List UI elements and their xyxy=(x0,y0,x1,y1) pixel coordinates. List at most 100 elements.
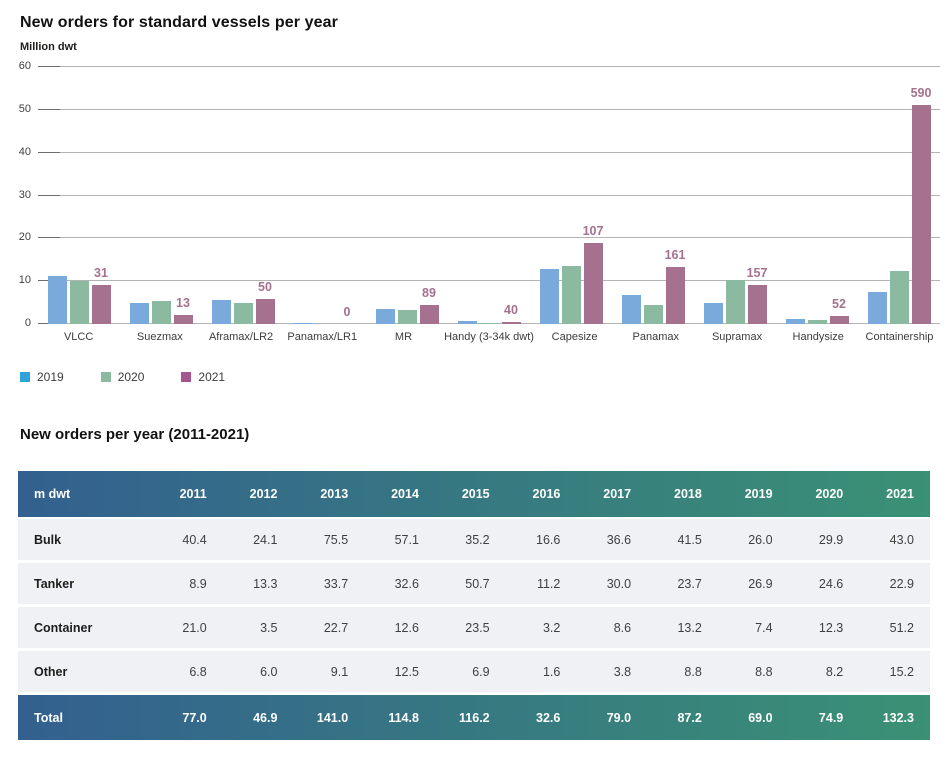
bar-2020 xyxy=(397,309,417,324)
gridline-20: 20 xyxy=(19,231,940,243)
bar-2021 xyxy=(501,321,521,324)
bar-group-mr: 89 xyxy=(366,67,448,324)
gridline-30: 30 xyxy=(19,189,940,201)
value-cell: 2017 xyxy=(603,487,632,501)
value-cell: 30.0 xyxy=(606,576,632,591)
value-cell: 69.0 xyxy=(748,710,773,725)
row-label-cell: Other xyxy=(34,664,68,679)
category-label: Handysize xyxy=(792,331,844,343)
value-cell: 8.8 xyxy=(755,664,773,679)
legend-swatch-2021 xyxy=(181,372,192,382)
category-label: VLCC xyxy=(63,331,94,343)
value-cell: 116.2 xyxy=(459,710,490,725)
bar-group-handy-3-34k-dwt-: 40 xyxy=(448,67,530,324)
legend-swatch-2020 xyxy=(100,372,111,382)
bar-group-capesize: 107 xyxy=(530,67,612,324)
y-tick-label: 40 xyxy=(18,145,31,158)
value-cell: 8.2 xyxy=(825,664,844,679)
bar-2021 xyxy=(665,267,685,324)
category-label: MR xyxy=(394,331,413,343)
table-row-container: Container 21.0 3.5 22.7 12.6 23.5 3.2 8.6 13.2 7.… xyxy=(18,607,930,648)
bar-2020 xyxy=(725,280,745,324)
value-cell: 8.9 xyxy=(189,576,207,591)
legend: 2019 2020 2021 xyxy=(20,370,940,384)
bar-group-aframax-lr2: 50 xyxy=(202,67,284,324)
value-cell: 13.2 xyxy=(677,620,702,635)
gridline-50: 50 xyxy=(19,103,940,115)
category-label: Supramax xyxy=(711,331,763,343)
value-cell: 46.9 xyxy=(253,710,278,725)
bar-value-label: 50 xyxy=(258,279,272,294)
value-cell: 2016 xyxy=(532,487,561,501)
bar-2019 xyxy=(703,303,723,324)
value-cell: 26.0 xyxy=(748,532,773,547)
bar-2019 xyxy=(375,308,395,324)
bar-2019 xyxy=(129,303,149,324)
bar-value-label: 157 xyxy=(746,266,768,281)
bar-value-label: 40 xyxy=(504,302,518,317)
value-cell: 3.8 xyxy=(613,664,632,679)
bar-group-panamax: 161 xyxy=(612,67,694,324)
gridline-40: 40 xyxy=(19,146,940,158)
chart-title: New orders for standard vessels per year xyxy=(20,14,338,31)
bar-group-supramax: 157 xyxy=(694,67,776,324)
row-label-cell: Bulk xyxy=(34,532,62,547)
bar-value-label: 52 xyxy=(832,297,846,312)
bar-group-suezmax: 13 xyxy=(120,67,202,324)
value-cell: 3.5 xyxy=(260,620,278,635)
value-cell: 23.5 xyxy=(465,620,490,635)
value-cell: 3.2 xyxy=(542,620,561,635)
value-cell: 2015 xyxy=(461,487,490,501)
bar-groups: 31 13 50 0 89 40 107 161 157 52 590 xyxy=(38,67,940,324)
bar-2020 xyxy=(643,305,663,324)
value-cell: 41.5 xyxy=(677,532,702,547)
bar-2021 xyxy=(747,285,767,324)
table-row-tanker: Tanker 8.9 13.3 33.7 32.6 50.7 11.2 30.0 23.7 26.… xyxy=(18,563,930,604)
bar-2021 xyxy=(911,104,931,324)
bar-value-label: 89 xyxy=(422,286,436,301)
y-axis-unit-label: Million dwt xyxy=(20,41,77,53)
bar-2021 xyxy=(255,298,275,324)
value-cell: 74.9 xyxy=(818,710,844,725)
bar-2020 xyxy=(233,303,253,324)
value-cell: 7.4 xyxy=(755,620,773,635)
table-header-row: m dwt 2011 2012 2013 2014 2015 2016 2017 2018 201… xyxy=(18,471,930,517)
table-row-bulk: Bulk 40.4 24.1 75.5 57.1 35.2 16.6 36.6 41.5 26.0… xyxy=(18,519,930,560)
legend-label: 2021 xyxy=(198,370,226,384)
value-cell: 2021 xyxy=(886,487,914,501)
chart-section: New orders for standard vessels per year… xyxy=(0,0,948,384)
category-label: Panamax xyxy=(632,331,680,343)
value-cell: 1.6 xyxy=(542,664,561,679)
value-cell: 2020 xyxy=(815,487,844,501)
value-cell: 50.7 xyxy=(465,576,490,591)
value-cell: 26.9 xyxy=(748,576,773,591)
row-label-cell: m dwt xyxy=(34,487,71,501)
value-cell: 33.7 xyxy=(323,576,349,591)
y-tick-label: 30 xyxy=(18,188,31,201)
value-cell: 57.1 xyxy=(394,532,419,547)
value-cell: 24.1 xyxy=(253,532,278,547)
value-cell: 12.3 xyxy=(818,620,844,635)
category-label: Handy (3-34k dwt) xyxy=(444,331,534,343)
bar-group-vlcc: 31 xyxy=(38,67,120,324)
row-label-cell: Tanker xyxy=(34,576,75,591)
table-row-other: Other 6.8 6.0 9.1 12.5 6.9 1.6 3.8 8.8 8.8 8.2 15.2 xyxy=(18,651,930,692)
value-cell: 12.5 xyxy=(394,664,419,679)
x-axis-labels: VLCC Suezmax Aframax/LR2 Panamax/LR1 MR Handy… xyxy=(38,331,940,343)
value-cell: 2018 xyxy=(674,487,702,501)
value-cell: 16.6 xyxy=(536,532,561,547)
bar-2019 xyxy=(457,320,477,324)
plot-area: 60 50 40 30 20 10 0 31 13 50 0 89 40 107 161 157 52 590 xyxy=(19,60,940,329)
bar-value-label: 0 xyxy=(343,305,351,319)
value-cell: 36.6 xyxy=(606,532,632,547)
category-label: Containership xyxy=(865,331,934,343)
value-cell: 15.2 xyxy=(889,664,914,679)
bar-2019 xyxy=(539,269,559,324)
bar-2020 xyxy=(889,271,909,324)
category-label: Aframax/LR2 xyxy=(208,331,274,343)
bar-2020 xyxy=(69,281,89,324)
bar-2021 xyxy=(91,284,111,324)
value-cell: 13.3 xyxy=(253,576,278,591)
value-cell: 12.6 xyxy=(394,620,419,635)
value-cell: 79.0 xyxy=(606,710,632,725)
